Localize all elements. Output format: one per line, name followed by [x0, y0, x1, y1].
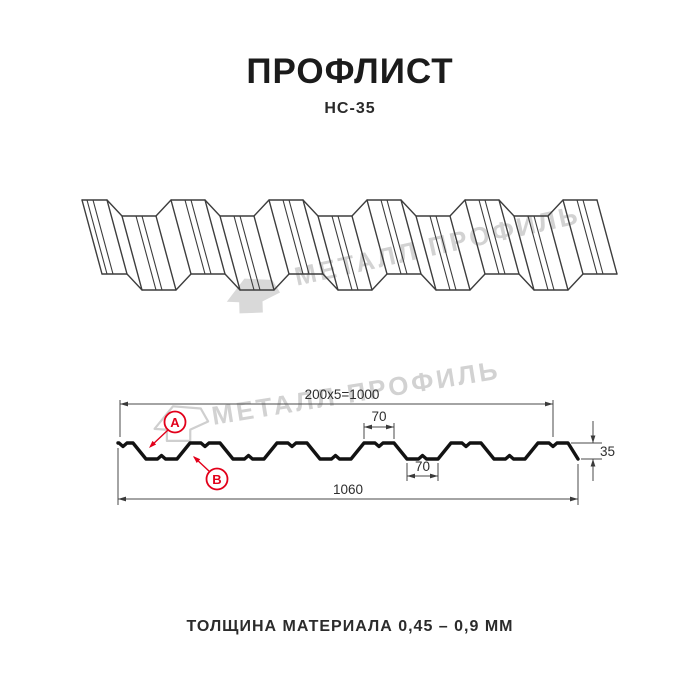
callout-b: В [193, 456, 229, 491]
valley-stiffener-lines [135, 215, 555, 291]
material-thickness-note: ТОЛЩИНА МАТЕРИАЛА 0,45 – 0,9 ММ [186, 618, 514, 635]
page-title: ПРОФЛИСТ [246, 52, 454, 91]
dim-profile-height: 35 [600, 444, 615, 459]
dim-height-lines [571, 421, 602, 481]
cross-section-outline [116, 441, 580, 461]
sheet-front-edge [101, 273, 618, 291]
brand-logo-watermark [226, 278, 281, 314]
sheet-back-edge [81, 199, 598, 217]
dim-overall-width: 1060 [333, 482, 363, 497]
dim-rib-top-width: 70 [371, 409, 386, 424]
dim-coverage-lines [119, 400, 554, 437]
callout-a: А [149, 410, 187, 448]
dim-overall-lines [117, 448, 579, 505]
label-b: В [212, 472, 221, 487]
crest-stiffener-lines [86, 199, 604, 275]
profile-model: НС-35 [324, 100, 376, 117]
dimension-arrowheads [118, 401, 596, 502]
brand-logo-watermark [153, 405, 210, 442]
label-a: А [170, 415, 180, 430]
dim-ribtop-lines [363, 423, 395, 439]
dim-rib-bottom-width: 70 [415, 459, 430, 474]
sheet-rib-edges [81, 199, 618, 291]
dim-coverage-width: 200x5=1000 [305, 387, 380, 402]
